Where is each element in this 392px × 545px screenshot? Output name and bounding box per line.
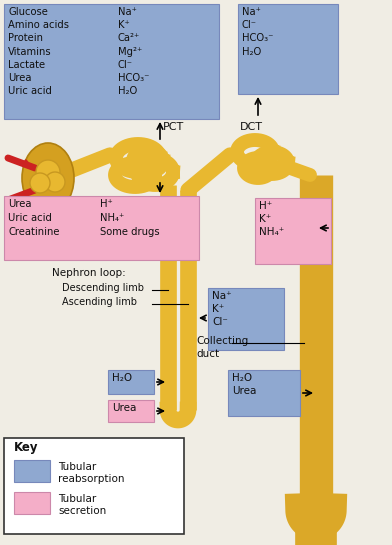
Circle shape	[30, 173, 50, 193]
Bar	[208, 288, 284, 350]
Text: H₂O: H₂O	[112, 373, 132, 383]
Bar	[108, 370, 154, 394]
Text: Collecting
duct: Collecting duct	[196, 336, 248, 359]
Bar	[4, 438, 184, 534]
Text: Urea: Urea	[8, 199, 31, 209]
Bar	[14, 492, 50, 514]
Bar	[255, 198, 331, 264]
Text: Na⁺
K⁺
Ca²⁺
Mg²⁺
Cl⁻
HCO₃⁻
H₂O: Na⁺ K⁺ Ca²⁺ Mg²⁺ Cl⁻ HCO₃⁻ H₂O	[118, 7, 149, 96]
Text: Na⁺
K⁺
Cl⁻: Na⁺ K⁺ Cl⁻	[212, 291, 232, 328]
Text: Some drugs: Some drugs	[100, 227, 160, 237]
Text: Uric acid: Uric acid	[8, 213, 52, 223]
Text: Na⁺
Cl⁻
HCO₃⁻
H₂O: Na⁺ Cl⁻ HCO₃⁻ H₂O	[242, 7, 273, 57]
Bar	[228, 370, 300, 416]
Text: Glucose
Amino acids
Protein
Vitamins
Lactate
Urea
Uric acid: Glucose Amino acids Protein Vitamins Lac…	[8, 7, 69, 96]
Bar	[4, 4, 219, 119]
Text: Creatinine: Creatinine	[8, 227, 60, 237]
Circle shape	[36, 160, 60, 184]
Bar	[238, 4, 338, 94]
Text: NH₄⁺: NH₄⁺	[100, 213, 124, 223]
Bar	[14, 460, 50, 482]
Ellipse shape	[22, 143, 74, 213]
Circle shape	[45, 172, 65, 192]
Text: Key: Key	[14, 441, 38, 454]
Text: Tubular
secretion: Tubular secretion	[58, 494, 106, 517]
Text: PCT: PCT	[163, 122, 184, 132]
Text: DCT: DCT	[240, 122, 263, 132]
Text: Tubular
reabsorption: Tubular reabsorption	[58, 462, 125, 485]
Text: Descending limb: Descending limb	[62, 283, 144, 293]
Text: Ascending limb: Ascending limb	[62, 297, 137, 307]
Bar	[4, 196, 199, 260]
Text: H⁺
K⁺
NH₄⁺: H⁺ K⁺ NH₄⁺	[259, 201, 284, 238]
Bar	[108, 400, 154, 422]
Text: Nephron loop:: Nephron loop:	[52, 268, 126, 278]
Text: H⁺: H⁺	[100, 199, 113, 209]
Text: H₂O
Urea: H₂O Urea	[232, 373, 256, 396]
Text: Urea: Urea	[112, 403, 136, 413]
